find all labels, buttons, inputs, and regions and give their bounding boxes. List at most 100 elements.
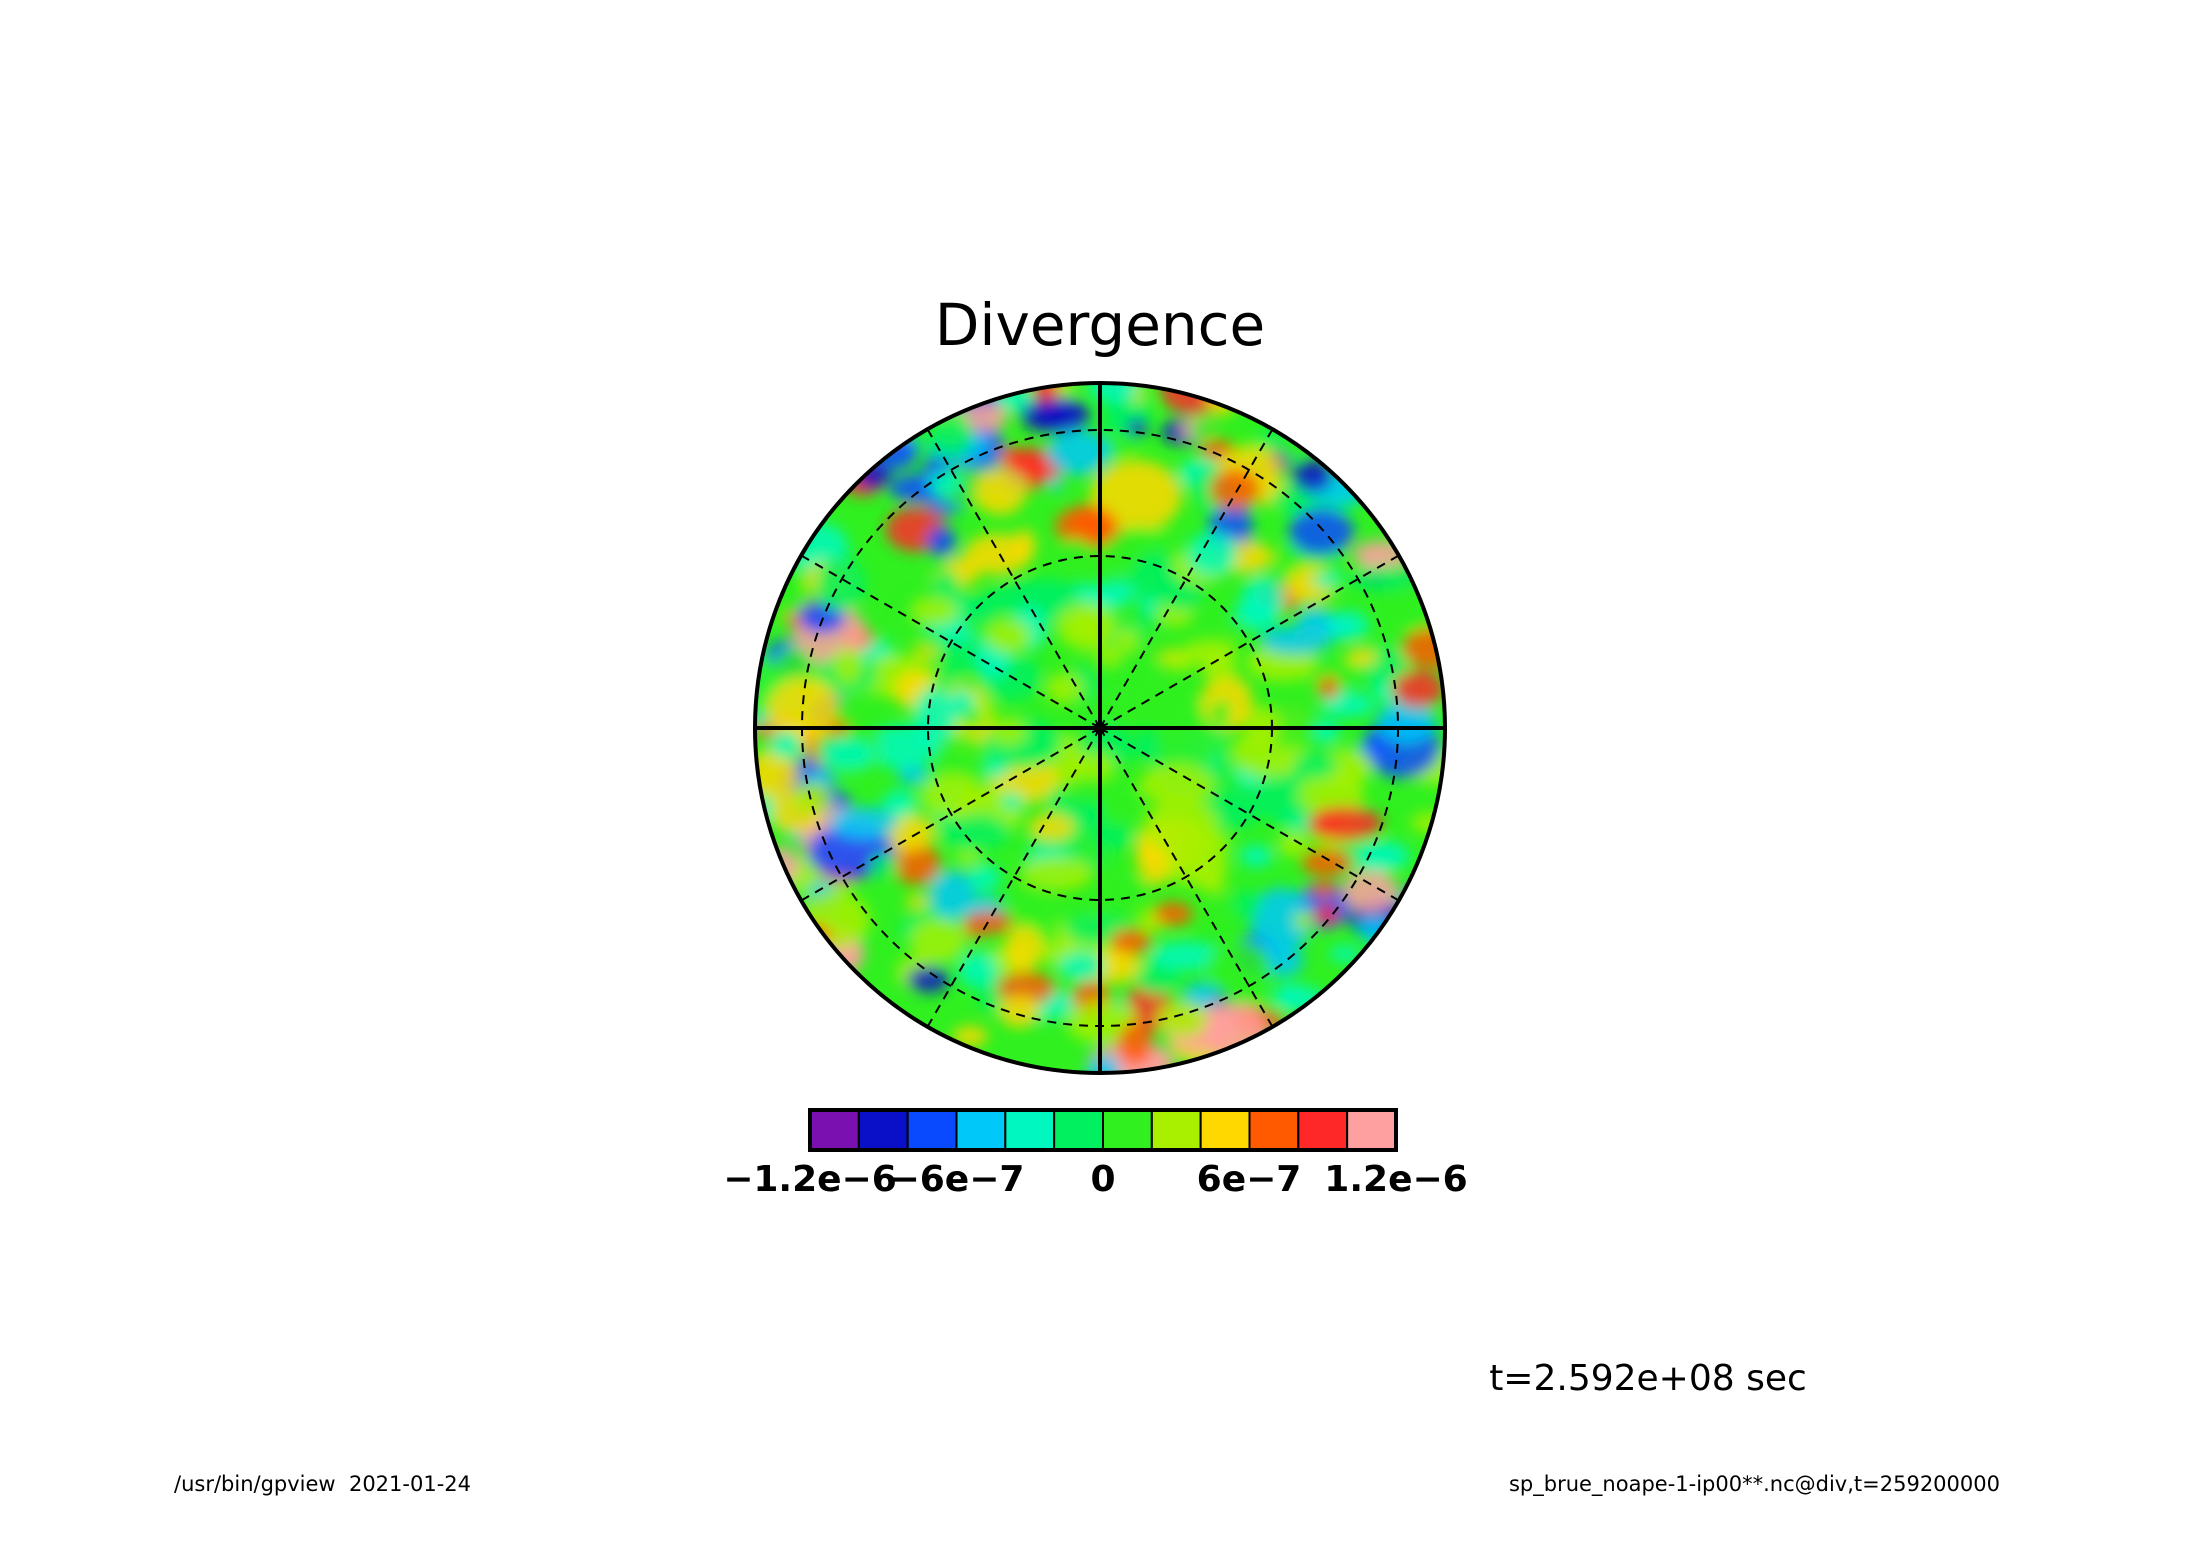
- field-blob: [913, 645, 940, 658]
- field-blob: [1329, 945, 1361, 963]
- field-blob: [1089, 824, 1136, 849]
- field-blob: [1320, 691, 1375, 718]
- field-blob: [1210, 699, 1232, 728]
- colorbar-cell: [1199, 1109, 1251, 1151]
- field-blob: [1313, 904, 1340, 926]
- field-blob: [762, 846, 800, 885]
- field-blob: [833, 647, 862, 684]
- field-blob: [1200, 652, 1237, 681]
- field-blob: [912, 597, 959, 626]
- field-blob: [927, 471, 962, 496]
- colorbar-cell: [809, 1109, 860, 1151]
- field-blob: [1157, 722, 1220, 770]
- field-blob: [1376, 700, 1437, 744]
- field-blob: [1250, 887, 1312, 954]
- colorbar-label-2: −6e−7: [890, 1159, 1025, 1200]
- field-blob: [1349, 565, 1414, 592]
- field-blob: [1190, 418, 1215, 441]
- colorbar-label-4: 6e−7: [1197, 1159, 1302, 1200]
- field-blob: [910, 918, 966, 963]
- field-blob: [1223, 620, 1249, 638]
- field-blob: [820, 739, 876, 769]
- field-blob: [1020, 856, 1094, 891]
- field-blob: [958, 595, 999, 622]
- field-blob: [1028, 813, 1075, 842]
- field-blob: [1291, 459, 1333, 493]
- polar-map: [753, 381, 1447, 1075]
- field-blob: [905, 895, 929, 909]
- colorbar-cell: [955, 1109, 1007, 1151]
- pole-marker: [1094, 722, 1106, 734]
- field-blob: [792, 782, 832, 816]
- map-border: [753, 381, 1447, 1075]
- field-blob: [1294, 910, 1314, 931]
- field-blob: [1260, 626, 1331, 655]
- colorbar-cell: [857, 1109, 909, 1151]
- field-blob: [990, 716, 1027, 746]
- field-blob: [983, 580, 1075, 617]
- field-blob: [1241, 576, 1285, 623]
- field-blob: [1139, 764, 1215, 806]
- field-blob: [1115, 628, 1139, 652]
- field-blob: [1300, 659, 1365, 693]
- field-blob: [1020, 397, 1091, 434]
- field-blob: [1206, 896, 1235, 916]
- field-blob: [1313, 719, 1340, 744]
- field-blob: [1310, 880, 1338, 898]
- footer-right: sp_brue_noape-1-ip00**.nc@div,t=25920000…: [1509, 1472, 2000, 1497]
- field-blob: [1110, 877, 1151, 899]
- colorbar-label-5: 1.2e−6: [1324, 1159, 1467, 1200]
- colorbar-cell: [1053, 1109, 1104, 1151]
- field-blob: [1060, 537, 1093, 564]
- field-blob: [1047, 477, 1064, 491]
- field-blob: [1046, 429, 1111, 476]
- colorbar-cell: [1004, 1109, 1056, 1151]
- time-label: t=2.592e+08 sec: [1489, 1358, 1807, 1399]
- field-blob: [1232, 890, 1262, 919]
- field-blob: [1013, 529, 1036, 563]
- field-blob: [986, 619, 1032, 653]
- field-blob: [1070, 752, 1116, 780]
- map-grid: [755, 383, 1445, 1073]
- field-blob: [1097, 646, 1122, 665]
- field-blob: [1356, 840, 1411, 872]
- field-blob: [829, 806, 898, 840]
- field-blob: [1153, 901, 1193, 926]
- colorbar-cell: [1297, 1109, 1349, 1151]
- field-blob: [1130, 552, 1180, 602]
- field-blob: [1187, 531, 1238, 577]
- colorbar-frame: [808, 1108, 1398, 1152]
- field-blob: [913, 686, 957, 748]
- field-blob: [769, 730, 802, 760]
- field-blob: [926, 525, 956, 557]
- colorbar-cell: [1346, 1109, 1397, 1151]
- field-blob: [1392, 670, 1444, 708]
- field-blob: [1150, 940, 1224, 971]
- field-blob: [955, 851, 981, 865]
- field-blob: [1308, 806, 1383, 841]
- field-blob: [1326, 610, 1370, 641]
- field-blob: [897, 764, 927, 785]
- field-blob: [1126, 419, 1149, 437]
- field-blob: [1097, 578, 1135, 608]
- field-blob: [1007, 889, 1039, 912]
- field-blob: [1342, 870, 1399, 913]
- field-blob: [1086, 1054, 1121, 1073]
- field-blob: [1301, 848, 1353, 877]
- field-blob: [907, 966, 950, 993]
- field-blob: [882, 789, 917, 819]
- field-blob: [1209, 469, 1261, 510]
- field-blob: [869, 853, 900, 877]
- field-blob: [1056, 602, 1117, 650]
- field-blob: [957, 951, 999, 989]
- field-blob: [1005, 925, 1044, 971]
- colorbar-cell: [1248, 1109, 1300, 1151]
- colorbar-tick-labels: −1.2e−6 −6e−7 0 6e−7 1.2e−6: [723, 1159, 1467, 1200]
- field-blob: [1204, 788, 1262, 830]
- field-blob: [931, 569, 960, 607]
- field-blob: [892, 842, 941, 885]
- field-blob: [928, 414, 974, 460]
- field-blob: [1318, 676, 1340, 700]
- field-blob: [937, 813, 1011, 851]
